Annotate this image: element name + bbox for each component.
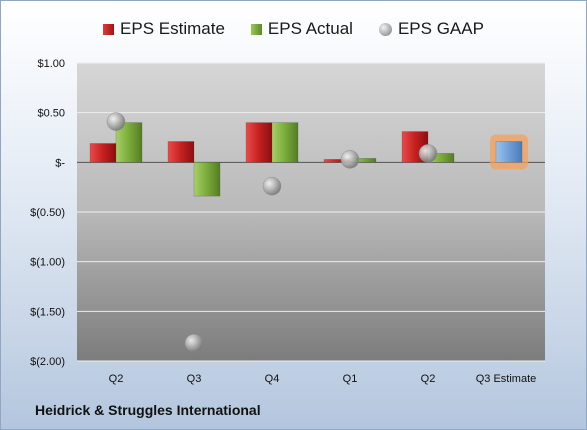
eps-chart: $1.00 $0.50 $- $(0.50) $(1.00) $(1.50) $(2.00)… — [30, 58, 545, 385]
gaap-marker — [184, 333, 204, 353]
gaap-marker — [340, 150, 360, 169]
company-name: Heidrick & Struggles International — [35, 402, 261, 418]
gaap-marker — [106, 112, 126, 131]
forecast-estimate-bar — [495, 141, 523, 163]
legend-item-gaap: EPS GAAP — [378, 19, 484, 39]
legend-item-actual: EPS Actual — [250, 19, 353, 39]
legend-label-gaap: EPS GAAP — [397, 19, 484, 38]
y-tick-label: $(1.50) — [30, 306, 65, 318]
actual-swatch — [250, 23, 262, 35]
x-tick-label: Q2 — [109, 373, 124, 385]
y-tick-label: $(2.00) — [30, 356, 65, 368]
legend-item-estimate: EPS Estimate — [103, 19, 225, 39]
y-tick-label: $(1.00) — [30, 257, 65, 269]
x-tick-label: Q1 — [343, 373, 358, 385]
estimate-bar — [89, 143, 117, 163]
y-tick-label: $0.50 — [37, 108, 65, 120]
estimate-swatch — [103, 23, 115, 35]
y-tick-label: $- — [55, 157, 65, 169]
legend-label-actual: EPS Actual — [267, 19, 353, 38]
x-tick-label: Q2 — [421, 373, 436, 385]
estimate-bar — [167, 141, 195, 163]
estimate-bar — [245, 122, 273, 163]
actual-bar — [193, 162, 221, 197]
y-tick-label: $1.00 — [37, 58, 65, 70]
chart-legend: EPS Estimate EPS Actual EPS GAAP — [1, 19, 586, 39]
gaap-swatch — [378, 22, 392, 36]
gaap-marker — [418, 144, 438, 163]
actual-bar — [271, 122, 299, 163]
x-tick-label: Q3 — [187, 373, 202, 385]
legend-label-estimate: EPS Estimate — [120, 19, 225, 38]
x-tick-label: Q4 — [265, 373, 280, 385]
gaap-marker — [262, 176, 282, 196]
y-tick-label: $(0.50) — [30, 207, 65, 219]
x-tick-label: Q3 Estimate — [476, 373, 537, 385]
